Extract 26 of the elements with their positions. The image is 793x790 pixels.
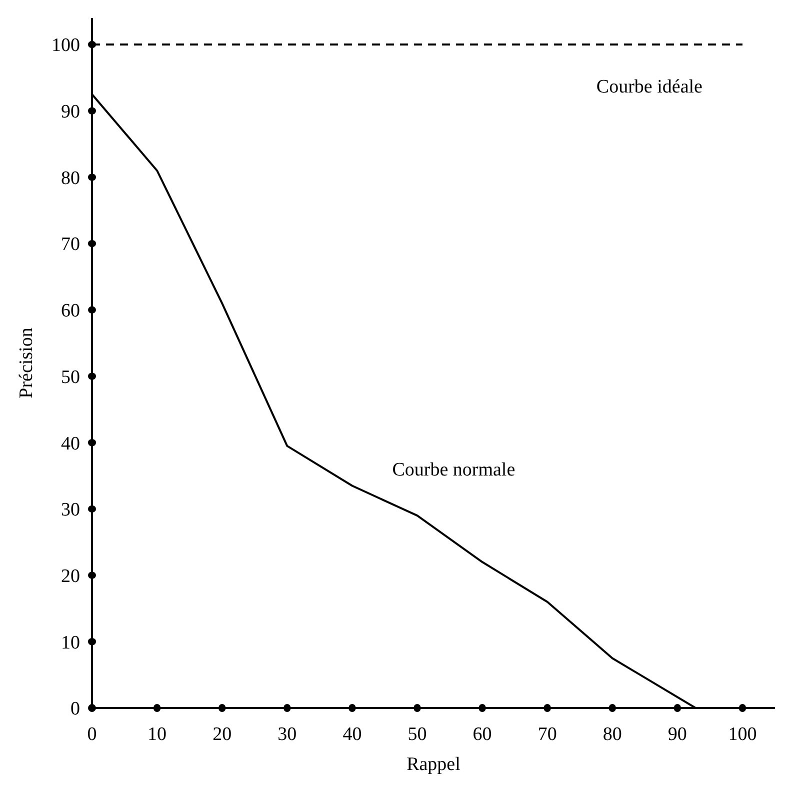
y-tick-label: 30 bbox=[61, 500, 80, 521]
y-axis-title: Précision bbox=[16, 327, 37, 398]
y-tick-label: 60 bbox=[61, 300, 80, 322]
x-axis-title: Rappel bbox=[406, 754, 460, 775]
y-tick-label: 80 bbox=[61, 168, 80, 189]
x-tick-label: 80 bbox=[602, 724, 622, 745]
series-label: Courbe normale bbox=[392, 460, 516, 481]
x-tick-label: 70 bbox=[538, 724, 557, 745]
x-tick-label: 10 bbox=[148, 724, 167, 745]
y-tick-label: 10 bbox=[61, 632, 80, 654]
x-tick-label: 40 bbox=[342, 724, 362, 745]
y-tick-label: 90 bbox=[61, 102, 80, 123]
y-tick-label: 70 bbox=[61, 234, 80, 256]
x-tick-label: 20 bbox=[212, 724, 232, 745]
x-tick-label: 100 bbox=[728, 724, 757, 745]
y-tick-label: 0 bbox=[70, 698, 80, 720]
x-tick-label: 60 bbox=[472, 724, 492, 745]
x-tick-label: 0 bbox=[87, 724, 97, 745]
y-tick-label: 100 bbox=[52, 35, 80, 56]
x-tick-label: 90 bbox=[668, 724, 687, 745]
y-tick-label: 20 bbox=[61, 566, 80, 587]
series-label: Courbe idéale bbox=[596, 76, 702, 98]
y-tick-label: 50 bbox=[61, 366, 80, 388]
y-tick-label: 40 bbox=[61, 433, 80, 454]
x-tick-label: 30 bbox=[278, 724, 297, 745]
x-tick-label: 50 bbox=[408, 724, 427, 745]
